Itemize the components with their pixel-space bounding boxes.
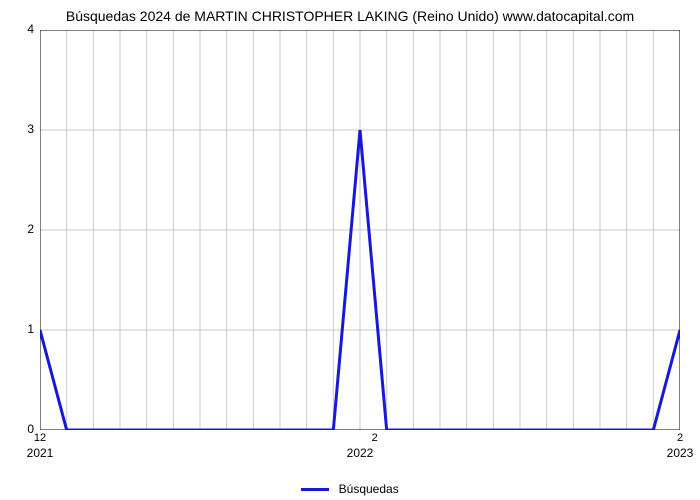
x-year-label: 2023 bbox=[660, 446, 700, 460]
x-value-label: 12 bbox=[30, 432, 50, 444]
x-year-label: 2022 bbox=[340, 446, 380, 460]
chart-svg bbox=[40, 30, 680, 430]
y-tick-label: 3 bbox=[4, 122, 34, 136]
x-year-label: 2021 bbox=[20, 446, 60, 460]
x-value-label: 2 bbox=[365, 432, 385, 444]
chart-title: Búsquedas 2024 de MARTIN CHRISTOPHER LAK… bbox=[0, 0, 700, 24]
y-tick-label: 2 bbox=[4, 222, 34, 236]
y-tick-label: 1 bbox=[4, 322, 34, 336]
y-tick-label: 4 bbox=[4, 22, 34, 36]
x-value-label: 2 bbox=[670, 432, 690, 444]
plot-area bbox=[40, 30, 680, 430]
legend-label: Búsquedas bbox=[339, 482, 399, 496]
legend-line-icon bbox=[301, 488, 329, 491]
chart-container: Búsquedas 2024 de MARTIN CHRISTOPHER LAK… bbox=[0, 0, 700, 500]
legend: Búsquedas bbox=[0, 481, 700, 496]
